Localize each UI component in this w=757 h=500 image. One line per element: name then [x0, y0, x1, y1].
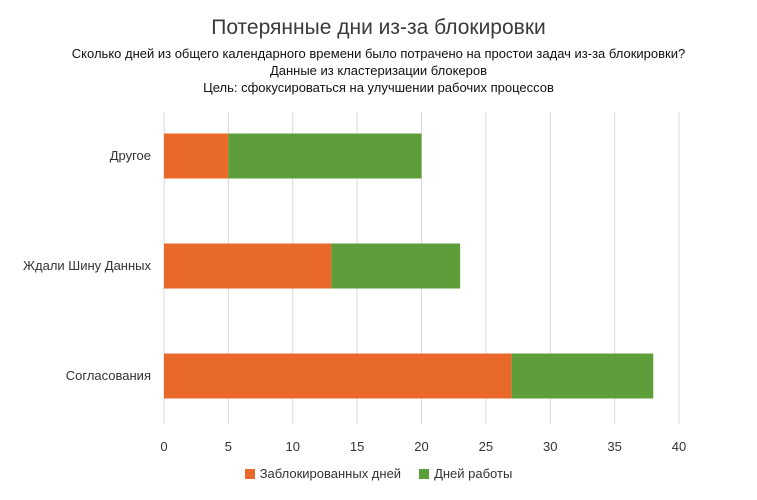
legend-label-work: Дней работы [434, 466, 513, 481]
x-tick-label-10: 10 [286, 439, 300, 454]
bar-work-2 [511, 353, 654, 399]
legend-label-blocked: Заблокированных дней [259, 466, 402, 481]
bar-work-0 [228, 133, 422, 179]
x-tick-label-35: 35 [607, 439, 621, 454]
x-tick-label-20: 20 [414, 439, 428, 454]
x-tick-label-25: 25 [479, 439, 493, 454]
bar-work-1 [331, 243, 461, 289]
chart-title: Потерянные дни из-за блокировки [211, 16, 546, 39]
x-tick-label-15: 15 [350, 439, 364, 454]
x-tick-label-0: 0 [160, 439, 167, 454]
bar-blocked-2 [164, 353, 512, 399]
legend-swatch-blocked [244, 468, 255, 479]
bar-blocked-0 [164, 133, 229, 179]
chart-subtitle-3: Цель: сфокусироваться на улучшении рабоч… [203, 80, 554, 95]
chart-subtitle-2: Данные из кластеризации блокеров [269, 63, 488, 78]
legend-item-blocked: Заблокированных дней [244, 466, 402, 481]
chart-subtitle-1: Сколько дней из общего календарного врем… [71, 46, 686, 61]
category-label-2: Согласования [66, 368, 151, 383]
legend: Заблокированных дней Дней работы [0, 466, 757, 481]
category-label-1: Ждали Шину Данных [23, 258, 151, 273]
x-tick-label-30: 30 [543, 439, 557, 454]
category-label-0: Другое [110, 148, 151, 163]
x-tick-label-5: 5 [225, 439, 232, 454]
legend-item-work: Дней работы [419, 466, 512, 481]
bar-blocked-1 [164, 243, 332, 289]
legend-swatch-work [419, 468, 430, 479]
x-tick-label-40: 40 [672, 439, 686, 454]
